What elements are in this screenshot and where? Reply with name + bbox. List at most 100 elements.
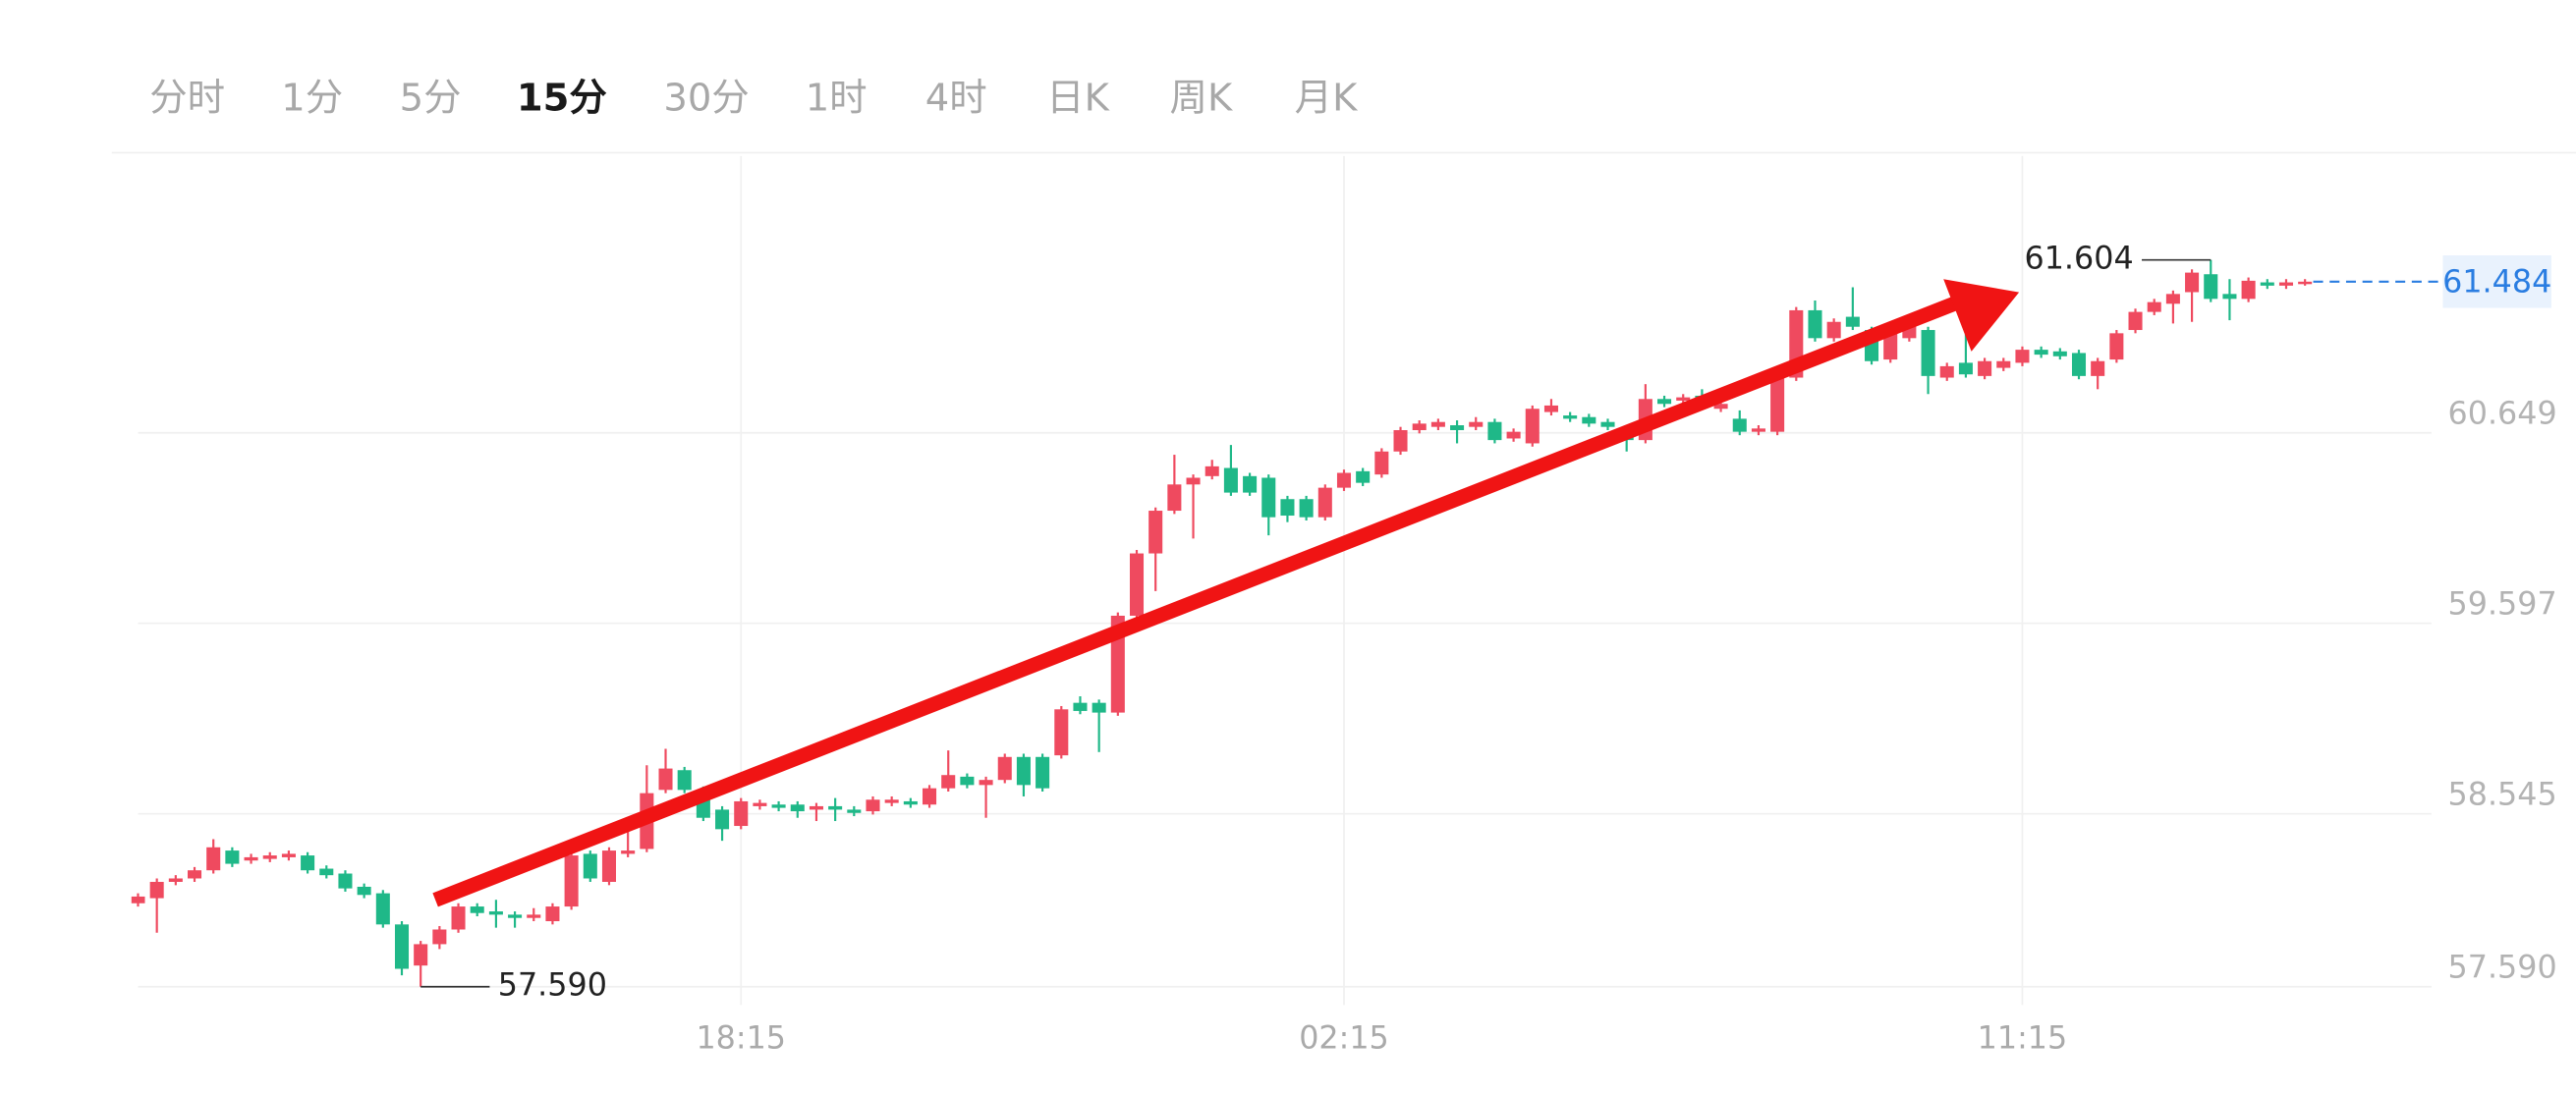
candle-body [149,881,164,899]
candle-body [583,853,597,879]
candle-body [1506,431,1521,439]
candle-body [545,906,560,922]
candle-body [1826,321,1841,339]
candle-body [375,893,390,925]
candle-body [206,847,221,871]
arrow-shaft [432,295,1961,907]
candle-body [734,800,749,827]
candle-body [470,906,484,913]
candle-body [414,944,428,966]
candle-body [168,878,183,882]
candle-body [1469,421,1484,427]
candle-body [564,855,579,907]
timeframe-tab[interactable]: 5分 [400,77,462,121]
timeframe-tab[interactable]: 月K [1295,77,1359,121]
candle-body [2241,280,2256,300]
trend-arrow [432,279,2020,907]
candle-body [1921,330,1935,376]
candle-body [2052,351,2067,356]
timeframe-tab[interactable]: 周K [1170,77,1234,121]
candle-body [1280,499,1295,517]
candle-body [2109,333,2124,360]
timeframe-tab[interactable]: 1分 [281,77,343,121]
candle-body [1186,477,1201,485]
candle-body [1016,756,1031,786]
candle-body [301,855,315,871]
candle-body [2222,294,2237,300]
candle-body [2260,282,2274,286]
candle-body [1129,553,1145,616]
candle-body [2015,350,2030,363]
candle-body [1958,362,1973,375]
candle-body [1092,702,1106,713]
candle-body [2147,301,2161,312]
candle-body [715,809,730,830]
candle-body [1563,415,1578,419]
candle-body [753,802,767,806]
candle-body [941,775,956,789]
candle-body [847,809,862,813]
candle-body [2128,311,2143,331]
candle-body [1317,487,1332,518]
x-tick-label: 11:15 [1978,1020,2068,1056]
y-tick-label: 60.649 [2448,396,2557,431]
timeframe-tab[interactable]: 30分 [663,77,749,121]
candle-body [2278,282,2293,286]
candle-body [1525,409,1540,444]
candle-body [244,856,258,861]
candle-body [2185,272,2200,293]
candle-body [809,805,823,810]
candle-body [394,924,410,969]
candle-body [1374,451,1389,475]
timeframe-tab[interactable]: 15分 [517,77,607,121]
last-price-label: 61.484 [2442,264,2551,300]
candle-body [1412,423,1427,430]
candle-body [1148,511,1163,554]
y-tick-label: 57.590 [2448,950,2557,985]
candle-body [1996,360,2011,368]
overlay: 61.604 57.590 61.484 [420,242,2551,1004]
candle-body [508,914,523,918]
candle-body [225,850,240,864]
candle-body [1299,499,1314,518]
candle-body [1261,477,1276,518]
candle-body [601,850,617,882]
candle-body [1676,397,1691,401]
candle-body [1054,709,1069,756]
timeframe-tab[interactable]: 日K [1046,77,1110,121]
candle-body [338,873,353,889]
candle-body [1356,470,1371,483]
candle-body [1243,475,1258,493]
y-tick-label: 59.597 [2448,586,2557,622]
candle-body [997,756,1012,781]
y-tick-label: 58.545 [2448,777,2557,812]
candle-body [357,886,371,896]
candle-body [771,804,786,808]
timeframe-tab[interactable]: 1时 [806,77,868,121]
candle-body [1845,316,1860,327]
candle-body [677,770,692,791]
candle-body [1582,416,1596,424]
last-price-tag [2442,255,2551,308]
candle-body [319,868,334,876]
arrow-head [1943,279,2020,352]
candle-body [188,870,202,879]
timeframe-tab[interactable]: 4时 [925,77,987,121]
candle-body [1978,360,1992,376]
candle-body [1450,425,1465,430]
candle-body [884,799,899,803]
candle-body [1073,702,1088,711]
candle-body [451,906,466,930]
candle-body [1223,467,1238,493]
candle-body [1167,484,1182,512]
candle-body [2298,281,2313,285]
candle-body [1732,418,1747,432]
candle-body [2091,360,2105,376]
timeframe-tab[interactable]: 分时 [149,77,225,121]
candle-body [1751,428,1765,432]
candle-body [1393,429,1408,452]
high-label: 61.604 [2025,242,2134,277]
candle-body [1808,309,1822,339]
candle-body [281,853,296,857]
candle-body [2071,353,2087,376]
